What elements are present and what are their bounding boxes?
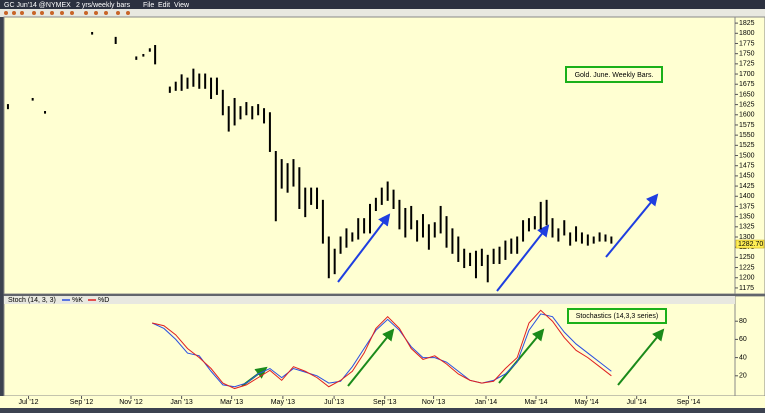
- y-tick-label: 1475: [739, 163, 755, 170]
- symbol[interactable]: GC Jun'14 @NYMEX: [4, 2, 71, 9]
- y-tick-label: 1575: [739, 122, 755, 129]
- y-tick-label: 1600: [739, 112, 755, 119]
- y-tick-label: 1175: [739, 285, 754, 292]
- x-tick-label: Jan '13: [170, 399, 192, 406]
- y-tick-label: 1300: [739, 234, 755, 241]
- y-tick-label: 40: [739, 354, 747, 361]
- y-tick-label: 1725: [739, 61, 755, 68]
- x-tick-label: May '14: [574, 399, 598, 406]
- menu-item[interactable]: View: [174, 2, 190, 9]
- y-tick-label: 60: [739, 336, 747, 343]
- x-tick-label: Nov '13: [422, 399, 446, 406]
- title-box: [565, 66, 663, 83]
- y-tick-label: 1825: [739, 20, 755, 27]
- y-tick-label: 1650: [739, 91, 755, 98]
- y-tick-label: 20: [739, 373, 747, 380]
- x-tick-label: Nov '12: [119, 399, 143, 406]
- x-tick-label: Sep '14: [677, 399, 701, 406]
- legend-label: %D: [98, 297, 109, 304]
- price-panel: [3, 16, 736, 295]
- chart-title: Gold. June. Weekly Bars.: [575, 72, 654, 79]
- chart-title: Stochastics (14,3,3 series): [576, 313, 658, 320]
- y-tick-label: 1375: [739, 203, 755, 210]
- stoch-header: [4, 296, 735, 304]
- menu-item[interactable]: File: [143, 2, 154, 9]
- x-tick-label: Mar '14: [524, 399, 547, 406]
- y-tick-label: 1250: [739, 254, 755, 261]
- y-tick-label: 1550: [739, 132, 755, 139]
- y-tick-label: 1625: [739, 101, 755, 108]
- y-tick-label: 1675: [739, 81, 755, 88]
- x-tick-label: Jul '12: [19, 399, 39, 406]
- x-tick-label: Jan '14: [475, 399, 497, 406]
- y-tick-label: 1225: [739, 264, 755, 271]
- y-tick-label: 1350: [739, 213, 755, 220]
- title-box: [567, 308, 667, 324]
- toolbar: [0, 9, 765, 17]
- x-tick-label: Sep '12: [70, 399, 94, 406]
- title-bar: [0, 0, 765, 9]
- y-tick-label: 1200: [739, 275, 755, 282]
- x-tick-label: Jul '13: [324, 399, 344, 406]
- x-tick-label: May '13: [271, 399, 295, 406]
- y-tick-label: 1775: [739, 40, 755, 47]
- y-tick-label: 1525: [739, 142, 755, 149]
- last-price-box: [735, 239, 765, 249]
- y-tick-label: 1425: [739, 183, 755, 190]
- indicator-label: Stoch (14, 3, 3): [8, 297, 56, 304]
- y-tick-label: 1450: [739, 173, 755, 180]
- stoch-axis: [734, 295, 765, 397]
- x-tick-label: Sep '13: [373, 399, 397, 406]
- y-tick-label: 1750: [739, 51, 755, 58]
- time-axis: [0, 396, 765, 408]
- x-tick-label: Mar '13: [220, 399, 243, 406]
- legend-label: %K: [72, 297, 83, 304]
- stoch-line: [152, 309, 612, 390]
- y-tick-label: 1400: [739, 193, 755, 200]
- period[interactable]: 2 yrs/weekly bars: [76, 2, 131, 9]
- y-tick-label: 80: [739, 318, 747, 325]
- y-tick-label: 1500: [739, 152, 755, 159]
- x-tick-label: Jul '14: [627, 399, 647, 406]
- y-tick-label: 1800: [739, 30, 755, 37]
- y-tick-label: 1700: [739, 71, 755, 78]
- menu-item[interactable]: Edit: [158, 2, 170, 9]
- last-price-label: 1282.70: [738, 241, 763, 248]
- y-tick-label: 1325: [739, 224, 755, 231]
- toolbar-icons[interactable]: [4, 11, 130, 15]
